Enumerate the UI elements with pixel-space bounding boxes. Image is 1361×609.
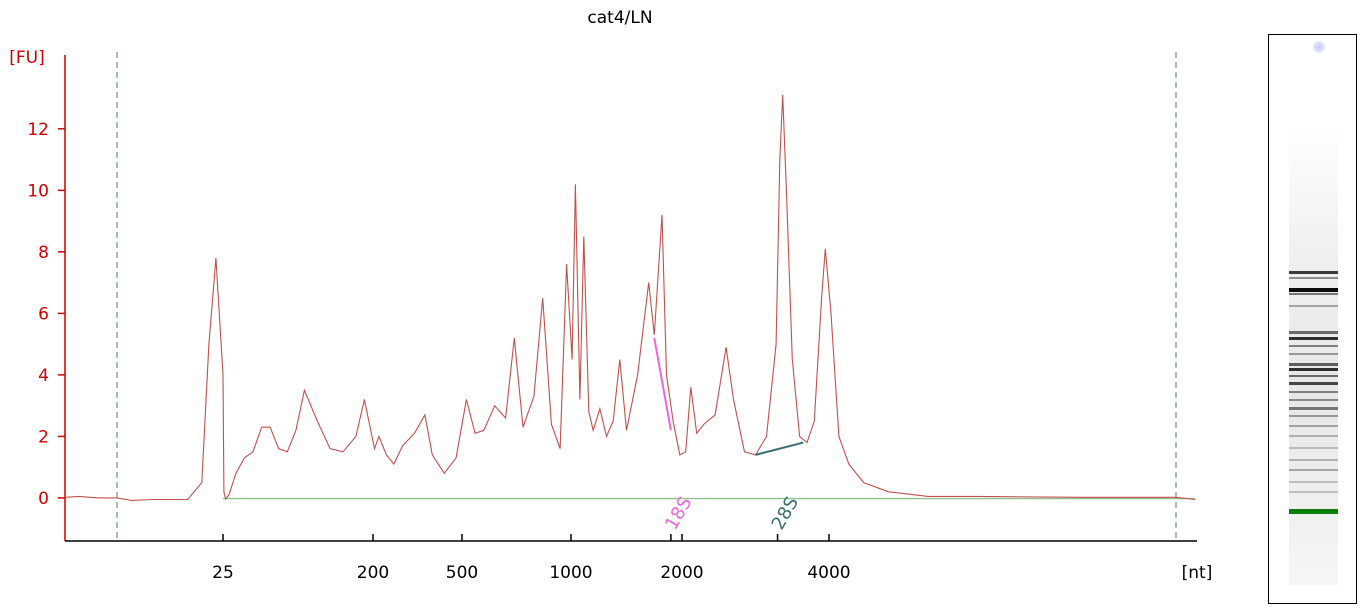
chart-title: cat4/LN bbox=[587, 8, 652, 28]
gel-band bbox=[1289, 399, 1338, 401]
gel-band bbox=[1289, 293, 1338, 295]
gel-band bbox=[1289, 277, 1338, 279]
x-tick-label: 500 bbox=[446, 563, 478, 583]
gel-band bbox=[1289, 288, 1338, 292]
peak-area-line-18s bbox=[653, 337, 672, 431]
gel-band bbox=[1289, 375, 1338, 377]
gel-band bbox=[1289, 481, 1338, 483]
gel-well-icon bbox=[1313, 41, 1325, 53]
gel-band bbox=[1289, 337, 1338, 340]
gel-band bbox=[1289, 469, 1338, 471]
x-tick-label: 2000 bbox=[660, 563, 703, 583]
gel-band bbox=[1289, 491, 1338, 493]
gel-band bbox=[1289, 305, 1338, 307]
y-tick-label: 10 bbox=[27, 181, 49, 201]
gel-band bbox=[1289, 407, 1338, 410]
y-axis-label: [FU] bbox=[9, 48, 45, 68]
gel-band bbox=[1289, 331, 1338, 334]
peak-label-28s: 28S bbox=[768, 493, 803, 533]
y-tick-label: 12 bbox=[27, 120, 49, 140]
gel-band bbox=[1289, 353, 1338, 355]
gel-band bbox=[1289, 415, 1338, 417]
y-tick-label: 2 bbox=[38, 427, 49, 447]
gel-band bbox=[1289, 363, 1338, 366]
gel-band bbox=[1289, 425, 1338, 427]
gel-band bbox=[1289, 345, 1338, 347]
gel-lane bbox=[1268, 34, 1357, 604]
gel-band bbox=[1289, 382, 1338, 385]
peak-label-18s: 18S bbox=[661, 493, 696, 533]
gel-band bbox=[1289, 435, 1338, 437]
gel-band bbox=[1289, 271, 1338, 274]
trace-line bbox=[64, 94, 1196, 501]
x-axis-label: [nt] bbox=[1182, 563, 1213, 583]
y-tick-label: 4 bbox=[38, 366, 49, 386]
y-tick-label: 6 bbox=[38, 304, 49, 324]
gel-band bbox=[1289, 459, 1338, 461]
gel-background bbox=[1289, 125, 1338, 585]
x-tick-label: 4000 bbox=[807, 563, 850, 583]
gel-band bbox=[1289, 447, 1338, 449]
peak-area-line-28s bbox=[755, 441, 804, 456]
gel-marker-band bbox=[1289, 509, 1338, 514]
gel-band bbox=[1289, 391, 1338, 393]
y-tick-label: 8 bbox=[38, 243, 49, 263]
y-tick-label: 0 bbox=[38, 489, 49, 509]
gel-band bbox=[1289, 368, 1338, 371]
x-tick-label: 200 bbox=[357, 563, 389, 583]
electropherogram-chart: cat4/LN [FU] [nt] 0 2 4 6 8 10 12 25 200 500 1000 2… bbox=[9, 8, 1213, 583]
x-tick-label: 1000 bbox=[549, 563, 592, 583]
x-tick-label: 25 bbox=[212, 563, 234, 583]
